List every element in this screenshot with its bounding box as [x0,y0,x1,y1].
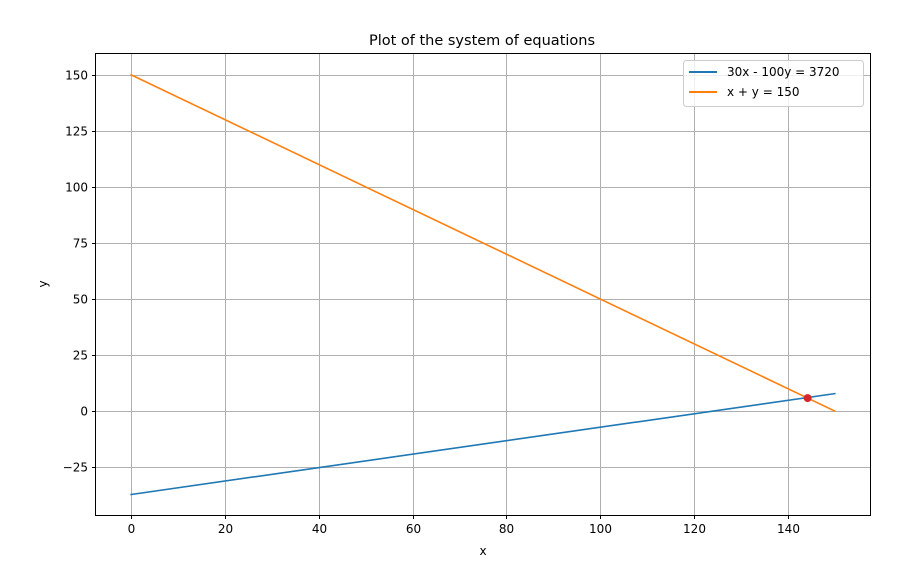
x-tick-label: 40 [312,522,327,536]
x-tick-label: 100 [589,522,612,536]
plot-frame [95,53,871,516]
x-tick-label: 140 [777,522,800,536]
x-tick-label: 120 [683,522,706,536]
legend-label-series-2: x + y = 150 [727,85,799,99]
y-tick-label: 0 [80,405,88,419]
y-tick-label: −25 [63,461,88,475]
ticks: 0 20 40 60 80 100 120 140 −25 0 25 50 75 100 125 150 [63,69,800,537]
series-layer [130,73,836,496]
y-tick-label: 125 [65,125,88,139]
y-tick-label: 100 [65,181,88,195]
x-tick-label: 20 [218,522,233,536]
points-layer [803,394,812,403]
series-line-1 [130,392,836,496]
y-tick-label: 50 [73,293,88,307]
series-line-2 [130,73,836,413]
grid [96,54,870,515]
y-tick-label: 75 [73,237,88,251]
legend-label-series-1: 30x - 100y = 3720 [727,65,840,79]
x-axis-label: x [479,544,486,558]
x-tick-label: 0 [128,522,136,536]
legend: 30x - 100y = 3720 x + y = 150 [683,60,864,107]
x-tick-label: 60 [406,522,421,536]
chart-title: Plot of the system of equations [369,33,595,49]
y-tick-label: 150 [65,69,88,83]
legend-box [683,60,864,107]
x-tick-label: 80 [499,522,514,536]
y-tick-label: 25 [73,349,88,363]
y-axis-label: y [36,280,50,287]
intersection-point [803,394,812,403]
